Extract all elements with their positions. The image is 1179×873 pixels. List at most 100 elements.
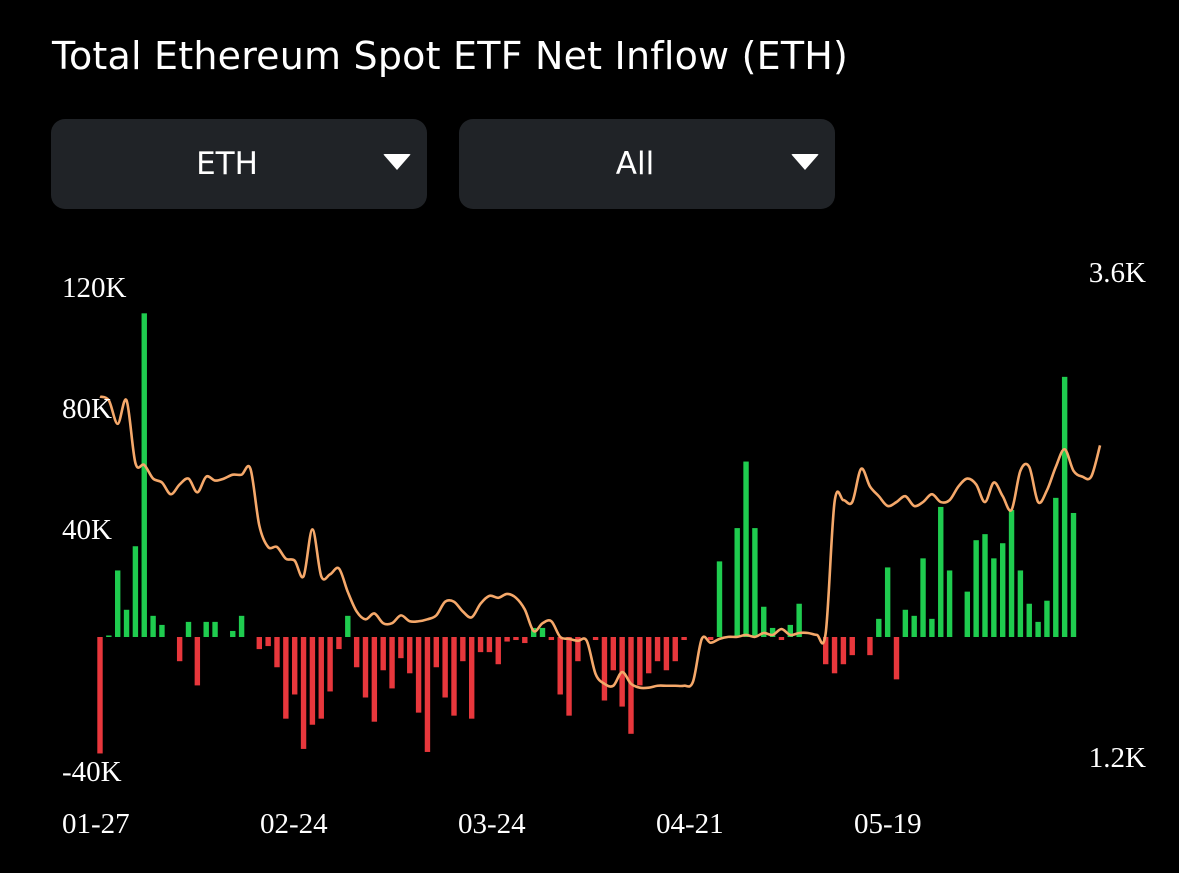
bar	[106, 635, 112, 637]
bar	[424, 637, 431, 752]
bar	[716, 561, 723, 638]
bar	[920, 558, 926, 637]
caret-down-icon	[383, 154, 411, 170]
bar	[973, 540, 979, 637]
bar	[477, 637, 484, 653]
bar	[212, 621, 218, 638]
bar	[265, 637, 271, 647]
right-axis-tick-label: 3.6K	[1089, 257, 1146, 289]
bar	[1008, 509, 1015, 637]
bar	[592, 637, 599, 641]
range-select[interactable]: All	[459, 119, 835, 209]
bar	[150, 615, 156, 637]
bar	[292, 637, 298, 695]
bar	[796, 603, 802, 637]
page-title: Total Ethereum Spot ETF Net Inflow (ETH)	[52, 34, 849, 78]
bar	[778, 637, 785, 641]
left-axis-tick-label: -40K	[62, 756, 122, 788]
bar	[194, 637, 201, 686]
price-line	[99, 395, 1102, 690]
bar	[1000, 543, 1006, 637]
bar	[539, 627, 546, 637]
bar	[752, 528, 758, 637]
x-axis-tick-label: 01-27	[62, 808, 130, 840]
bar	[1070, 512, 1077, 637]
x-axis-tick-label: 04-21	[656, 808, 724, 840]
bar	[902, 609, 909, 637]
bar	[407, 637, 413, 674]
bar	[353, 637, 360, 668]
bar	[849, 637, 855, 656]
bar	[469, 637, 475, 719]
x-axis-tick-label: 03-24	[458, 808, 526, 840]
bar	[601, 637, 608, 701]
left-axis-tick-label: 80K	[62, 393, 112, 425]
range-select-value: All	[615, 146, 655, 182]
bar	[840, 637, 847, 665]
bar	[380, 637, 386, 671]
bar	[911, 615, 917, 637]
bar	[141, 313, 147, 637]
bar	[831, 637, 838, 674]
bar	[654, 637, 661, 662]
bar	[504, 637, 510, 642]
bar	[495, 637, 501, 665]
x-axis-tick-label: 02-24	[260, 808, 328, 840]
left-axis-tick-label: 120K	[62, 272, 127, 304]
bar	[283, 637, 289, 719]
bar	[637, 637, 643, 686]
bar	[274, 637, 280, 668]
bar	[929, 618, 935, 637]
caret-down-icon	[791, 154, 819, 170]
bar	[327, 637, 333, 692]
bar	[451, 637, 457, 716]
bar	[1053, 497, 1059, 637]
bar	[398, 637, 404, 659]
bar	[1017, 570, 1024, 637]
bar	[362, 637, 369, 698]
bar	[115, 570, 121, 637]
bar	[610, 637, 616, 671]
bar	[318, 637, 324, 719]
left-axis-tick-label: 40K	[62, 514, 112, 546]
bar	[513, 637, 519, 641]
right-axis-tick-label: 1.2K	[1089, 742, 1146, 774]
bar	[566, 637, 572, 716]
bar	[433, 637, 439, 668]
bar	[185, 621, 192, 638]
bar	[336, 637, 342, 650]
bar	[97, 637, 103, 754]
bar	[371, 637, 378, 722]
bar-series	[97, 313, 1077, 754]
bar	[663, 637, 670, 671]
bar	[415, 637, 422, 713]
bar	[238, 615, 245, 637]
bar	[938, 506, 944, 637]
bar	[1044, 600, 1050, 637]
bar	[442, 637, 448, 698]
bar	[230, 630, 236, 637]
bar	[389, 637, 395, 689]
bar	[823, 637, 829, 665]
bar	[893, 637, 900, 680]
bar	[876, 618, 882, 637]
bar	[256, 637, 262, 650]
bar	[176, 637, 183, 662]
bar	[557, 637, 563, 695]
asset-select[interactable]: ETH	[51, 119, 427, 209]
bar	[964, 591, 970, 638]
bar	[946, 570, 953, 637]
bar	[1035, 621, 1041, 638]
bar	[575, 637, 581, 662]
bar	[991, 558, 997, 637]
bar	[460, 637, 466, 662]
bar	[548, 637, 555, 641]
bar	[345, 615, 351, 637]
bar	[681, 637, 687, 641]
bar	[867, 637, 873, 656]
bar	[787, 624, 793, 637]
bar	[707, 637, 714, 641]
bar	[522, 637, 528, 644]
x-axis-tick-label: 05-19	[854, 808, 922, 840]
